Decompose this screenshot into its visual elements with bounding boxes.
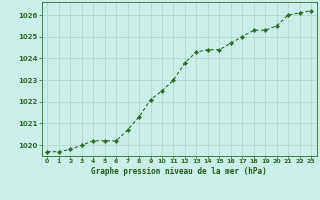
X-axis label: Graphe pression niveau de la mer (hPa): Graphe pression niveau de la mer (hPa) <box>91 167 267 176</box>
